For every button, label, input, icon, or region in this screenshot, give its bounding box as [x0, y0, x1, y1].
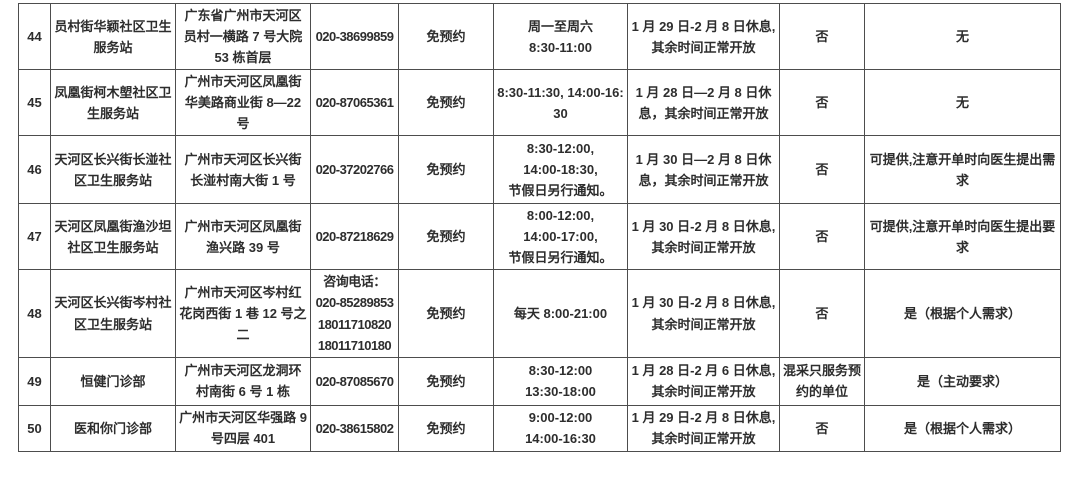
- cell-booking-requirement: 免预约: [398, 404, 494, 452]
- cell-row-number: 49: [18, 356, 51, 406]
- cell-row-number: 50: [18, 404, 51, 452]
- cell-address: 广州市天河区长兴街长湴村南大街 1 号: [175, 135, 311, 205]
- cell-address: 广州市天河区华强路 9 号四层 401: [175, 404, 311, 452]
- cell-phone: 020-38699859: [310, 2, 399, 71]
- cell-address: 广东省广州市天河区员村一横路 7 号大院 53 栋首层: [175, 2, 311, 71]
- cell-phone: 咨询电话： 020-85289853 18011710820 180117101…: [310, 269, 399, 358]
- cell-extra-note: 可提供,注意开单时向医生提出需求: [864, 135, 1061, 205]
- cell-opening-hours: 8:30-12:00 13:30-18:00: [493, 356, 628, 406]
- cell-row-number: 44: [18, 2, 51, 71]
- cell-booking-requirement: 免预约: [398, 356, 494, 406]
- cell-extra-note: 是（根据个人需求）: [864, 269, 1061, 358]
- cell-mixed-sampling: 否: [779, 135, 865, 205]
- cell-mixed-sampling: 否: [779, 269, 865, 358]
- cell-row-number: 48: [18, 269, 51, 358]
- clinic-table: 44 员村街华颖社区卫生服务站 广东省广州市天河区员村一横路 7 号大院 53 栋首…: [18, 2, 1061, 452]
- cell-holiday-schedule: 1 月 29 日-2 月 8 日休息, 其余时间正常开放: [627, 2, 780, 71]
- cell-address: 广州市天河区凤凰街渔兴路 39 号: [175, 203, 311, 271]
- cell-mixed-sampling: 否: [779, 404, 865, 452]
- cell-station-name: 员村街华颖社区卫生服务站: [50, 2, 176, 71]
- cell-station-name: 医和你门诊部: [50, 404, 176, 452]
- clinic-table-container: 44 员村街华颖社区卫生服务站 广东省广州市天河区员村一横路 7 号大院 53 栋首…: [18, 2, 1061, 452]
- cell-station-name: 天河区凤凰街渔沙坦社区卫生服务站: [50, 203, 176, 271]
- cell-opening-hours: 每天 8:00-21:00: [493, 269, 628, 358]
- table-row: 50 医和你门诊部 广州市天河区华强路 9 号四层 401 020-38615802 免…: [18, 404, 1061, 452]
- cell-mixed-sampling: 混采只服务预约的单位: [779, 356, 865, 406]
- cell-opening-hours: 9:00-12:00 14:00-16:30: [493, 404, 628, 452]
- cell-mixed-sampling: 否: [779, 69, 865, 137]
- clinic-table-body: 44 员村街华颖社区卫生服务站 广东省广州市天河区员村一横路 7 号大院 53 栋首…: [18, 2, 1061, 452]
- table-row: 47 天河区凤凰街渔沙坦社区卫生服务站 广州市天河区凤凰街渔兴路 39 号 020-8…: [18, 203, 1061, 271]
- cell-extra-note: 是（主动要求）: [864, 356, 1061, 406]
- cell-booking-requirement: 免预约: [398, 69, 494, 137]
- cell-holiday-schedule: 1 月 29 日-2 月 8 日休息, 其余时间正常开放: [627, 404, 780, 452]
- cell-booking-requirement: 免预约: [398, 2, 494, 71]
- cell-opening-hours: 8:30-11:30, 14:00-16:30: [493, 69, 628, 137]
- cell-holiday-schedule: 1 月 28 日—2 月 8 日休息，其余时间正常开放: [627, 69, 780, 137]
- cell-phone: 020-87085670: [310, 356, 399, 406]
- table-row: 45 凤凰街柯木塱社区卫生服务站 广州市天河区凤凰街华美路商业街 8—22 号 020…: [18, 69, 1061, 137]
- cell-address: 广州市天河区凤凰街华美路商业街 8—22 号: [175, 69, 311, 137]
- cell-phone: 020-37202766: [310, 135, 399, 205]
- cell-phone: 020-38615802: [310, 404, 399, 452]
- table-row: 48 天河区长兴街岑村社区卫生服务站 广州市天河区岑村红花岗西街 1 巷 12 号之…: [18, 269, 1061, 358]
- cell-row-number: 46: [18, 135, 51, 205]
- cell-station-name: 凤凰街柯木塱社区卫生服务站: [50, 69, 176, 137]
- cell-extra-note: 是（根据个人需求）: [864, 404, 1061, 452]
- cell-address: 广州市天河区龙洞环村南街 6 号 1 栋: [175, 356, 311, 406]
- table-row: 49 恒健门诊部 广州市天河区龙洞环村南街 6 号 1 栋 020-87085670 免…: [18, 356, 1061, 406]
- cell-holiday-schedule: 1 月 28 日-2 月 6 日休息, 其余时间正常开放: [627, 356, 780, 406]
- cell-booking-requirement: 免预约: [398, 135, 494, 205]
- cell-address: 广州市天河区岑村红花岗西街 1 巷 12 号之二: [175, 269, 311, 358]
- cell-phone: 020-87218629: [310, 203, 399, 271]
- cell-row-number: 45: [18, 69, 51, 137]
- cell-phone: 020-87065361: [310, 69, 399, 137]
- cell-mixed-sampling: 否: [779, 2, 865, 71]
- cell-station-name: 天河区长兴街岑村社区卫生服务站: [50, 269, 176, 358]
- cell-booking-requirement: 免预约: [398, 203, 494, 271]
- cell-holiday-schedule: 1 月 30 日-2 月 8 日休息, 其余时间正常开放: [627, 269, 780, 358]
- cell-extra-note: 无: [864, 2, 1061, 71]
- cell-holiday-schedule: 1 月 30 日-2 月 8 日休息, 其余时间正常开放: [627, 203, 780, 271]
- cell-station-name: 天河区长兴街长湴社区卫生服务站: [50, 135, 176, 205]
- cell-opening-hours: 周一至周六 8:30-11:00: [493, 2, 628, 71]
- table-row: 44 员村街华颖社区卫生服务站 广东省广州市天河区员村一横路 7 号大院 53 栋首…: [18, 2, 1061, 71]
- cell-opening-hours: 8:30-12:00, 14:00-18:30, 节假日另行通知。: [493, 135, 628, 205]
- table-row: 46 天河区长兴街长湴社区卫生服务站 广州市天河区长兴街长湴村南大街 1 号 020-…: [18, 135, 1061, 205]
- cell-holiday-schedule: 1 月 30 日—2 月 8 日休息，其余时间正常开放: [627, 135, 780, 205]
- cell-opening-hours: 8:00-12:00, 14:00-17:00, 节假日另行通知。: [493, 203, 628, 271]
- cell-row-number: 47: [18, 203, 51, 271]
- cell-extra-note: 可提供,注意开单时向医生提出要求: [864, 203, 1061, 271]
- cell-mixed-sampling: 否: [779, 203, 865, 271]
- cell-extra-note: 无: [864, 69, 1061, 137]
- cell-station-name: 恒健门诊部: [50, 356, 176, 406]
- cell-booking-requirement: 免预约: [398, 269, 494, 358]
